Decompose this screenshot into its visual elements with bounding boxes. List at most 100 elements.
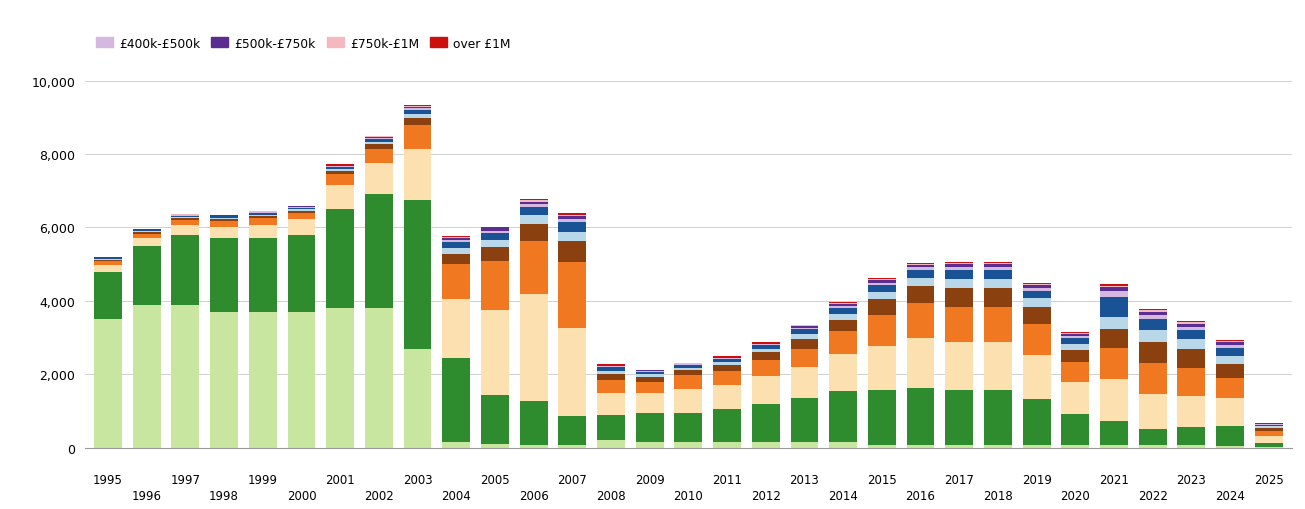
Bar	[365, 139, 393, 143]
Bar	[133, 232, 161, 233]
Bar	[326, 167, 354, 169]
Bar	[1216, 399, 1244, 426]
Bar	[1177, 427, 1206, 445]
Bar	[94, 262, 121, 265]
Text: 2007: 2007	[557, 473, 587, 486]
Bar	[598, 371, 625, 374]
Bar	[713, 362, 741, 365]
Bar	[442, 299, 470, 358]
Bar	[559, 445, 586, 448]
Bar	[791, 334, 818, 339]
Bar	[442, 240, 470, 242]
Bar	[984, 265, 1011, 268]
Bar	[868, 292, 895, 299]
Bar	[403, 201, 432, 349]
Text: 2000: 2000	[287, 490, 316, 502]
Bar	[636, 377, 664, 382]
Bar	[1100, 379, 1128, 421]
Bar	[1023, 399, 1051, 445]
Bar	[1177, 340, 1206, 350]
Bar	[1100, 348, 1128, 379]
Text: 2025: 2025	[1254, 473, 1284, 486]
Text: 2021: 2021	[1099, 473, 1129, 486]
Bar	[133, 234, 161, 238]
Bar	[482, 444, 509, 448]
Bar	[365, 164, 393, 195]
Text: 1996: 1996	[132, 490, 162, 502]
Legend: £400k-£500k, £500k-£750k, £750k-£1M, over £1M: £400k-£500k, £500k-£750k, £750k-£1M, ove…	[91, 33, 515, 55]
Bar	[713, 442, 741, 448]
Bar	[171, 220, 200, 225]
Bar	[945, 265, 974, 268]
Bar	[636, 371, 664, 372]
Bar	[519, 202, 548, 205]
Bar	[1100, 318, 1128, 329]
Bar	[752, 377, 779, 404]
Bar	[519, 205, 548, 208]
Bar	[907, 278, 934, 287]
Bar	[713, 365, 741, 372]
Bar	[442, 442, 470, 448]
Bar	[1255, 425, 1283, 427]
Bar	[1177, 369, 1206, 396]
Text: 2008: 2008	[596, 490, 626, 502]
Bar	[326, 166, 354, 167]
Bar	[287, 219, 316, 235]
Bar	[791, 349, 818, 367]
Bar	[984, 271, 1011, 279]
Bar	[210, 220, 238, 222]
Bar	[210, 239, 238, 313]
Bar	[1177, 396, 1206, 427]
Bar	[907, 445, 934, 448]
Bar	[442, 358, 470, 442]
Bar	[1139, 316, 1167, 319]
Bar	[1216, 341, 1244, 342]
Bar	[171, 235, 200, 305]
Bar	[442, 238, 470, 240]
Bar	[1255, 436, 1283, 443]
Bar	[791, 329, 818, 334]
Bar	[1255, 428, 1283, 431]
Bar	[1216, 446, 1244, 448]
Bar	[1216, 356, 1244, 365]
Bar	[1216, 378, 1244, 399]
Bar	[326, 210, 354, 308]
Bar	[868, 390, 895, 445]
Text: 2003: 2003	[403, 473, 432, 486]
Bar	[636, 375, 664, 377]
Bar	[598, 441, 625, 448]
Bar	[326, 186, 354, 210]
Bar	[791, 325, 818, 326]
Text: 2018: 2018	[983, 490, 1013, 502]
Bar	[984, 307, 1011, 343]
Bar	[945, 279, 974, 289]
Text: 2004: 2004	[441, 490, 471, 502]
Bar	[791, 442, 818, 448]
Bar	[598, 374, 625, 380]
Text: 2022: 2022	[1138, 490, 1168, 502]
Bar	[326, 175, 354, 186]
Text: 2010: 2010	[673, 490, 703, 502]
Bar	[752, 352, 779, 360]
Text: 1997: 1997	[171, 473, 201, 486]
Bar	[984, 263, 1011, 264]
Bar	[559, 219, 586, 222]
Bar	[94, 260, 121, 262]
Bar	[365, 138, 393, 139]
Bar	[1100, 297, 1128, 318]
Bar	[945, 268, 974, 271]
Text: 2015: 2015	[867, 473, 897, 486]
Bar	[713, 357, 741, 358]
Bar	[482, 227, 509, 228]
Bar	[1061, 445, 1090, 448]
Bar	[829, 391, 857, 442]
Bar	[1061, 334, 1090, 336]
Bar	[287, 313, 316, 448]
Bar	[907, 268, 934, 271]
Bar	[1177, 323, 1206, 324]
Bar	[1023, 284, 1051, 285]
Bar	[482, 310, 509, 395]
Bar	[1100, 292, 1128, 297]
Bar	[94, 265, 121, 272]
Bar	[482, 261, 509, 310]
